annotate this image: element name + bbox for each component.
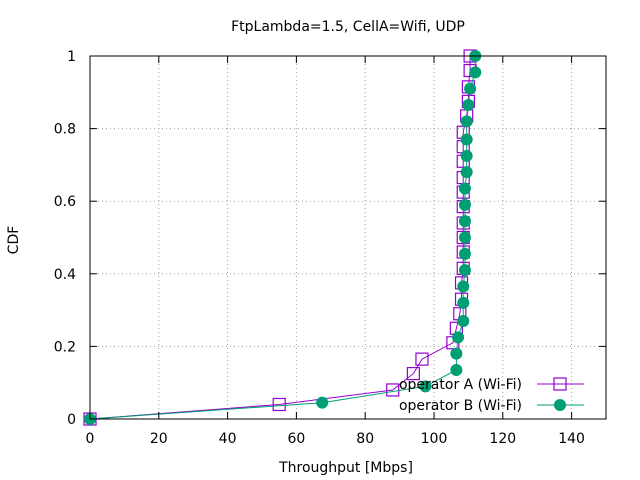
data-point xyxy=(452,331,465,344)
legend-label: operator A (Wi-Fi) xyxy=(399,377,522,393)
y-tick-label: 0 xyxy=(67,412,76,428)
x-tick-label: 60 xyxy=(287,431,305,447)
data-point xyxy=(469,66,482,79)
data-point xyxy=(458,247,471,260)
series-line xyxy=(89,56,471,420)
plot-frame xyxy=(89,55,607,420)
legend-marker xyxy=(554,399,566,411)
data-point xyxy=(450,347,463,360)
data-point xyxy=(460,133,473,146)
data-point xyxy=(419,380,432,393)
grid xyxy=(90,56,606,419)
series-operator-b xyxy=(84,50,482,425)
data-point xyxy=(464,82,477,95)
data-point xyxy=(457,314,470,327)
data-point xyxy=(460,149,473,162)
data-point xyxy=(458,231,471,244)
data-point xyxy=(458,182,471,195)
data-point xyxy=(457,280,470,293)
x-tick-label: 0 xyxy=(86,431,95,447)
legend-marker xyxy=(553,377,567,391)
data-point xyxy=(457,296,470,309)
x-tick-label: 40 xyxy=(219,431,237,447)
y-tick-label: 0.6 xyxy=(54,194,76,210)
legend-label: operator B (Wi-Fi) xyxy=(399,398,522,414)
y-tick-label: 0.2 xyxy=(54,339,76,355)
x-axis-label: Throughput [Mbps] xyxy=(278,460,413,476)
data-point xyxy=(460,166,473,179)
series-layer xyxy=(83,49,482,426)
x-tick-label: 80 xyxy=(356,431,374,447)
data-point xyxy=(450,363,463,376)
ticks: 0 20 40 60 80 100 120 140 0 0.2 0.4 0.6 0.8 1 xyxy=(54,49,606,447)
data-point xyxy=(415,352,429,366)
data-point xyxy=(406,367,420,381)
data-point xyxy=(460,115,473,128)
data-point xyxy=(458,264,471,277)
y-axis-label: CDF xyxy=(6,226,22,255)
data-point xyxy=(316,396,329,409)
y-tick-label: 0.8 xyxy=(54,122,76,138)
x-tick-label: 100 xyxy=(421,431,448,447)
series-operator-a xyxy=(83,49,477,426)
data-point xyxy=(272,397,286,412)
data-point xyxy=(462,99,475,112)
data-point xyxy=(386,383,400,397)
data-point xyxy=(458,198,471,211)
y-tick-label: 1 xyxy=(67,49,76,65)
x-tick-label: 20 xyxy=(150,431,168,447)
x-tick-label: 120 xyxy=(489,431,516,447)
y-tick-label: 0.4 xyxy=(54,267,76,283)
x-tick-label: 140 xyxy=(558,431,585,447)
data-point xyxy=(458,215,471,228)
legend: operator A (Wi-Fi) operator B (Wi-Fi) xyxy=(399,377,584,414)
chart-title: FtpLambda=1.5, CellA=Wifi, UDP xyxy=(231,19,465,35)
